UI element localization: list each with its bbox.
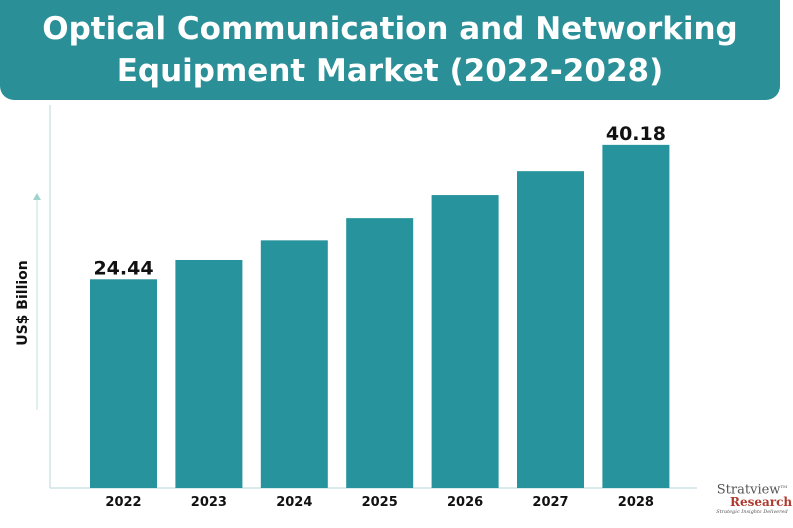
bar-2028	[602, 144, 670, 488]
y-axis-arrow-icon	[33, 193, 41, 200]
bar-2023	[175, 259, 243, 488]
bar-2022	[90, 279, 157, 488]
bar-2027	[517, 171, 584, 488]
bar-2024	[260, 240, 328, 488]
bar-2026	[431, 195, 499, 488]
x-tick-label: 2024	[276, 495, 312, 510]
x-tick-label: 2022	[105, 495, 141, 510]
stratview-logo: StratviewTM Research Strategic Insights …	[716, 482, 793, 516]
title-line-2: Equipment Market (2022-2028)	[116, 53, 664, 89]
x-tick-label: 2028	[618, 495, 654, 510]
x-tick-label: 2027	[532, 495, 568, 510]
x-tick-label: 2023	[191, 495, 227, 510]
y-axis-label: US$ Billion	[15, 260, 31, 346]
title-line-1: Optical Communication and Networking	[42, 11, 738, 47]
data-label: 24.44	[93, 257, 153, 279]
chart-title: Optical Communication and Networking Equ…	[0, 0, 780, 100]
bar-2025	[346, 218, 414, 489]
x-tick-label: 2026	[447, 495, 483, 510]
data-label: 40.18	[606, 123, 666, 145]
x-tick-label: 2025	[362, 495, 398, 510]
